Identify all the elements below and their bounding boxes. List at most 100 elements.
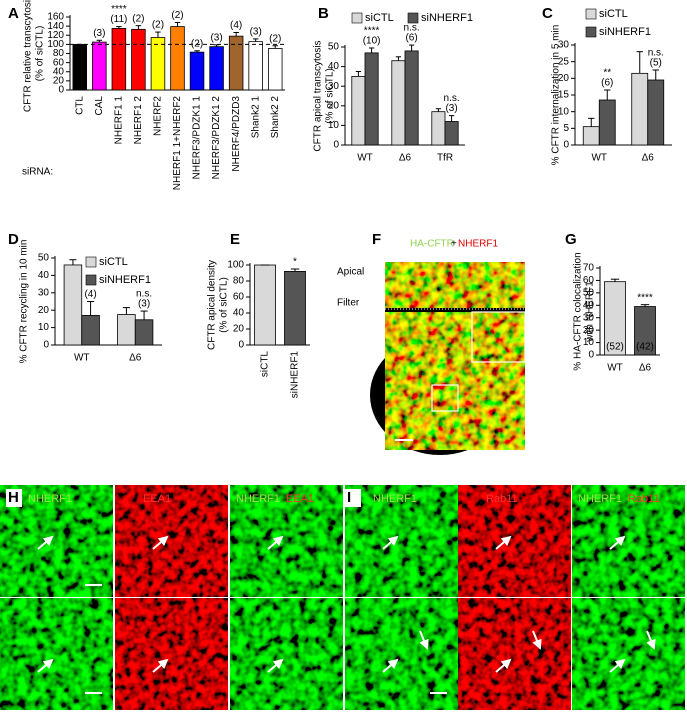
bar [209,46,224,91]
arrow [37,535,54,550]
y-tick-label: 40 [328,61,340,72]
red-channel [458,485,571,597]
x-tick-label: siCTL [260,351,271,378]
y-tick-label: 120 [47,30,64,41]
y-tick-label: 20 [53,76,65,87]
y-tick-label: 160 [47,12,64,23]
green-channel [572,598,685,710]
y-tick-label: 5 [563,123,569,134]
x-tick-label: WT [607,363,623,374]
y-tick-label: 0 [58,85,64,96]
count-label: (10) [363,36,381,47]
green-channel [230,598,343,710]
y-tick-label: 30 [38,287,50,298]
arrow [382,658,399,673]
y-tick-label: 60 [233,292,245,303]
bar [150,37,166,91]
y-tick-label: 20 [38,305,50,316]
count-label: (4) [84,289,96,300]
y-axis-label: CFTR apical transcytosis [313,40,324,151]
label-bg [6,489,22,507]
legend-label: siNHERF1 [599,26,651,38]
significance-label: n.s. [444,93,460,104]
legend-label: siCTL [599,8,628,20]
y-axis-label: (% of siCTL) [35,26,46,82]
panel-label: D [8,231,19,248]
bar [391,60,406,146]
count-label: (6) [405,33,417,44]
channel-label: HA-CFTR [410,239,454,250]
bar [81,315,100,346]
green-channel [230,485,343,597]
y-tick-label: 0 [238,340,244,351]
bar [170,26,185,91]
green-channel [345,598,458,710]
bar [92,41,107,91]
x-tick-label: WT [357,153,373,164]
label-bg [345,489,361,507]
count-label: (3) [138,299,150,310]
bar [631,72,649,146]
inset [471,311,526,363]
count-label: (52) [606,342,624,353]
y-tick-label: 20 [583,325,595,336]
bar [134,319,154,346]
bar [431,111,446,146]
y-tick-label: 80 [53,48,65,59]
x-tick-label: TfR [437,153,453,164]
legend-swatch [585,8,597,20]
count-label: (6) [601,78,613,89]
count-label: (42) [636,342,654,353]
green-channel [572,485,685,597]
panel-label: I [347,489,351,506]
red-channel [385,262,525,308]
arrow [609,535,626,550]
x-tick-label: Δ6 [129,353,142,364]
significance-label: **** [364,26,380,37]
y-tick-label: 30 [328,81,340,92]
panel-label: A [8,5,19,22]
legend-swatch [585,26,597,38]
significance-label: n.s. [648,48,664,59]
arrow [495,535,512,550]
count-label: (5) [650,58,662,69]
legend-swatch [407,12,419,24]
count-label: (3) [445,103,457,114]
bar [254,264,276,346]
y-axis-label: CFTR apical density [207,260,218,350]
y-tick-label: 0 [588,350,594,361]
panel-label: G [565,231,577,248]
x-tick-label: Δ6 [399,153,412,164]
inset-box [431,384,459,412]
channel-label: Rab11 [486,493,518,505]
arrow [267,535,284,550]
y-tick-label: 25 [558,56,570,67]
y-axis-label: % HA-CFTR colocalization [573,252,584,370]
significance-label: **** [111,4,127,15]
x-tick-label: Δ6 [639,363,652,374]
y-tick-label: 30 [583,312,595,323]
channel-label: NHERF1 [578,493,622,505]
bar [267,48,283,91]
y-tick-label: 30 [558,40,570,51]
bar [404,50,419,146]
panel-label: B [318,5,329,22]
y-axis-label: (% of siCTL) [325,68,336,124]
arrow [267,658,284,673]
y-tick-label: 10 [38,322,50,333]
y-tick-label: 20 [328,100,340,111]
legend-label: siNHERF1 [421,12,473,24]
x-tick-label: NHERF1 1 [114,96,125,145]
y-axis-label: (% of siCTL) [219,277,230,333]
channel-label: Rab11 [628,493,660,505]
y-tick-label: 140 [47,21,64,32]
y-tick-label: 0 [563,140,569,151]
side-label: Filter [337,298,360,309]
y-axis-label: with NHERF1 [585,281,596,343]
bar [284,270,306,346]
y-tick-label: 50 [328,42,340,53]
x-tick-label: WT [591,153,607,164]
arrow [382,535,399,550]
y-tick-label: 80 [233,276,245,287]
